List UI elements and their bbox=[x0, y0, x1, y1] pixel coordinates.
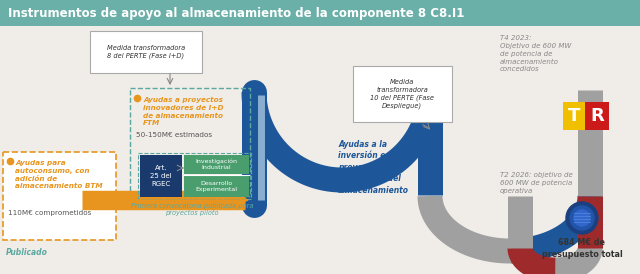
Circle shape bbox=[570, 206, 594, 230]
Text: Publicado: Publicado bbox=[6, 248, 48, 257]
Text: Primera convocatoria publicada para
proyectos piloto: Primera convocatoria publicada para proy… bbox=[131, 203, 253, 216]
FancyBboxPatch shape bbox=[0, 0, 640, 26]
Text: 50-150M€ estimados: 50-150M€ estimados bbox=[136, 132, 212, 138]
Text: 110M€ comprometidos: 110M€ comprometidos bbox=[8, 210, 92, 216]
FancyBboxPatch shape bbox=[563, 102, 585, 130]
FancyBboxPatch shape bbox=[353, 66, 452, 122]
Circle shape bbox=[574, 210, 590, 226]
Text: T: T bbox=[568, 107, 580, 125]
FancyBboxPatch shape bbox=[184, 176, 249, 197]
Text: Art.
25 del
RGEC: Art. 25 del RGEC bbox=[150, 165, 172, 187]
Circle shape bbox=[566, 202, 598, 234]
Text: Medida
transformadora
10 del PERTE (Fase
Despliegue): Medida transformadora 10 del PERTE (Fase… bbox=[370, 79, 434, 109]
Text: Desarrollo
Experimental: Desarrollo Experimental bbox=[195, 181, 237, 192]
Text: R: R bbox=[590, 107, 604, 125]
Text: Instrumentos de apoyo al almacenamiento de la componente 8 C8.I1: Instrumentos de apoyo al almacenamiento … bbox=[8, 7, 465, 19]
FancyBboxPatch shape bbox=[140, 155, 182, 197]
FancyBboxPatch shape bbox=[3, 152, 116, 240]
Text: Medida transformadora
8 del PERTE (Fase I+D): Medida transformadora 8 del PERTE (Fase … bbox=[107, 45, 185, 59]
Text: T2 2026: objetivo de
600 MW de potencia
operativa: T2 2026: objetivo de 600 MW de potencia … bbox=[500, 172, 573, 194]
Text: Ayudas a la
inversión en
proyectos de
despliegue del
almacenamiento: Ayudas a la inversión en proyectos de de… bbox=[338, 140, 409, 195]
Text: 684 M€ de
presupuesto total: 684 M€ de presupuesto total bbox=[541, 238, 622, 259]
FancyBboxPatch shape bbox=[585, 102, 609, 130]
Text: Ayudas a proyectos
innovadores de I+D
de almacenamiento
FTM: Ayudas a proyectos innovadores de I+D de… bbox=[143, 97, 223, 126]
Text: Ayudas para
autoconsumo, con
adición de
almacenamiento BTM: Ayudas para autoconsumo, con adición de … bbox=[15, 160, 102, 189]
Text: T4 2023:
Objetivo de 600 MW
de potencia de
almacenamiento
concedidos: T4 2023: Objetivo de 600 MW de potencia … bbox=[500, 35, 572, 72]
FancyBboxPatch shape bbox=[184, 155, 249, 174]
FancyBboxPatch shape bbox=[90, 31, 202, 73]
Text: Investigación
Industrial: Investigación Industrial bbox=[195, 159, 237, 170]
